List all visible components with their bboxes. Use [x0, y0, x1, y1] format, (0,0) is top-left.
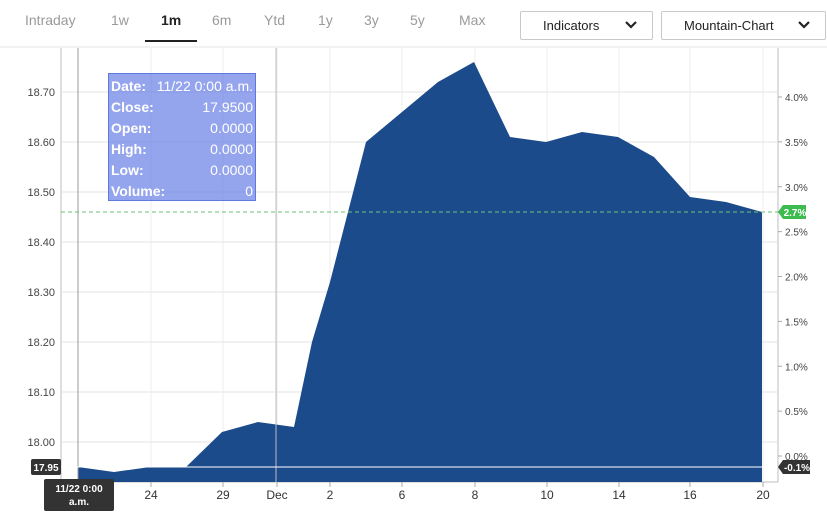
tab-max[interactable]: Max	[459, 12, 486, 28]
chart-type-dropdown[interactable]: Mountain-Chart	[661, 11, 826, 40]
tab-1y[interactable]: 1y	[318, 12, 333, 28]
x-tick-label: 8	[472, 488, 479, 502]
y-tick-label-left: 18.20	[27, 337, 55, 349]
x-tick-label: 16	[683, 488, 697, 502]
price-area-series[interactable]	[78, 62, 762, 482]
indicators-label: Indicators	[543, 18, 600, 33]
y-tick-label-right: 1.0%	[785, 362, 808, 373]
y-tick-label-left: 18.30	[27, 287, 55, 299]
tooltip-row-low: Low: 0.0000	[111, 160, 253, 181]
tab-1w[interactable]: 1w	[111, 12, 129, 28]
tooltip-key: Date:	[111, 78, 147, 94]
tooltip-key: Open:	[111, 120, 152, 136]
tooltip-row-close: Close: 17.9500	[111, 97, 253, 118]
x-tick-label: 20	[756, 488, 770, 502]
indicators-dropdown[interactable]: Indicators	[520, 11, 653, 40]
tab-intraday[interactable]: Intraday	[25, 12, 76, 28]
chart-type-label: Mountain-Chart	[684, 18, 774, 33]
y-tick-label-right: 0.5%	[785, 407, 808, 418]
tooltip-value: 0	[245, 183, 253, 199]
active-tab-underline	[145, 40, 197, 42]
chevron-down-icon	[798, 21, 810, 29]
crosshair-date-line1: 11/22 0:00	[55, 484, 103, 495]
x-tick-label: 6	[399, 488, 406, 502]
tooltip-value: 17.9500	[202, 99, 253, 115]
tooltip-key: High:	[111, 141, 147, 157]
y-tick-label-right: 4.0%	[785, 93, 808, 104]
tab-3y[interactable]: 3y	[364, 12, 379, 28]
y-tick-label-left: 18.50	[27, 187, 55, 199]
y-tick-label-left: 18.00	[27, 437, 55, 449]
y-tick-label-right: 2.5%	[785, 228, 808, 239]
tooltip-key: Close:	[111, 99, 154, 115]
crosshair-badge-right-text: -0.1%	[784, 463, 810, 474]
crosshair-badge-left-text: 17.95	[33, 463, 58, 474]
tooltip-key: Volume:	[111, 183, 166, 199]
y-tick-label-left: 18.70	[27, 87, 55, 99]
tooltip-panel: Date: 11/22 0:00 a.m. Close: 17.9500 Open:…	[108, 73, 256, 201]
tooltip-value: 0.0000	[210, 162, 253, 178]
tooltip-key: Low:	[111, 162, 144, 178]
x-tick-label: Dec	[266, 488, 287, 502]
x-tick-label: 10	[540, 488, 554, 502]
y-tick-label-left: 18.10	[27, 387, 55, 399]
y-tick-label-left: 18.40	[27, 237, 55, 249]
tab-6m[interactable]: 6m	[212, 12, 232, 28]
tooltip-value: 0.0000	[210, 120, 253, 136]
crosshair-badge-left	[31, 459, 61, 475]
x-tick-label: 29	[216, 488, 230, 502]
crosshair-date-line2: a.m.	[69, 497, 89, 508]
tooltip-row-date: Date: 11/22 0:00 a.m.	[111, 76, 253, 97]
x-tick-label: 14	[612, 488, 626, 502]
last-value-badge-text: 2.7%	[784, 208, 807, 219]
y-tick-label-right: 3.5%	[785, 138, 808, 149]
tab-ytd[interactable]: Ytd	[264, 12, 286, 28]
tooltip-row-volume: Volume: 0	[111, 181, 253, 202]
crosshair-badge-right	[778, 460, 810, 474]
tooltip-row-high: High: 0.0000	[111, 139, 253, 160]
y-tick-label-right: 1.5%	[785, 317, 808, 328]
y-tick-label-left: 18.60	[27, 137, 55, 149]
y-tick-label-right: 3.0%	[785, 183, 808, 194]
chevron-down-icon	[625, 21, 637, 29]
tooltip-value: 0.0000	[210, 141, 253, 157]
y-tick-label-right: 0.0%	[785, 452, 808, 463]
last-value-badge	[778, 205, 806, 219]
crosshair-date-badge	[44, 479, 114, 511]
x-tick-label: 24	[144, 488, 158, 502]
y-tick-label-right: 2.0%	[785, 273, 808, 284]
tab-5y[interactable]: 5y	[410, 12, 425, 28]
tooltip-value: 11/22 0:00 a.m.	[156, 78, 253, 94]
tooltip-row-open: Open: 0.0000	[111, 118, 253, 139]
x-tick-label: 2	[327, 488, 334, 502]
tab-1m[interactable]: 1m	[161, 12, 182, 28]
